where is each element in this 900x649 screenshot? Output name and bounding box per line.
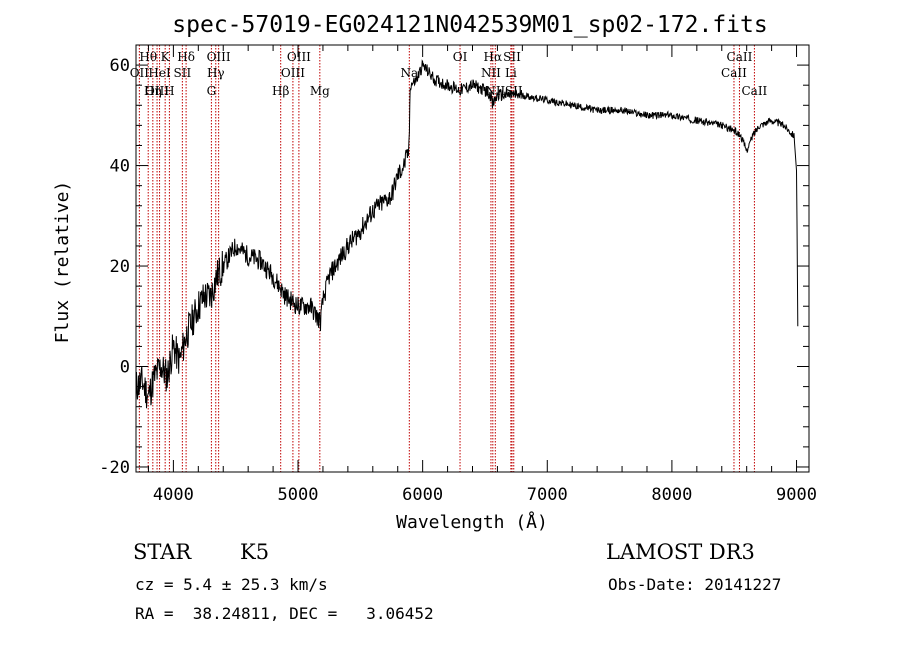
y-tick-label: -20 [99, 458, 130, 478]
spectral-line-label: Hδ [177, 50, 195, 64]
spectral-line-label: Mg [310, 84, 330, 98]
series-group [135, 59, 799, 409]
spectral-line-label: K [161, 50, 171, 64]
y-tick-label: 60 [110, 56, 130, 76]
spectral-line-label: OIII [145, 84, 169, 98]
spectral-line-label: OI [453, 50, 468, 64]
spectral-line-markers [138, 45, 755, 472]
spectral-line-label: CaII [721, 66, 747, 80]
x-tick-label: 7000 [527, 485, 568, 505]
x-tick-label: 6000 [402, 485, 443, 505]
spectral-line-label: Na [400, 66, 418, 80]
chart-title: spec-57019-EG024121N042539M01_sp02-172.f… [172, 12, 767, 38]
spectral-line-label: Hβ [272, 84, 289, 98]
series-line-flux [135, 59, 799, 409]
x-axis: 4000 5000 6000 7000 8000 9000 [147, 45, 817, 505]
y-axis-label: Flux (relative) [52, 181, 73, 344]
redshift-text: cz = 5.4 ± 25.3 km/s [135, 575, 328, 594]
y-tick-label: 40 [110, 157, 130, 177]
spectral-line-label: OII [130, 66, 150, 80]
x-tick-label: 9000 [776, 485, 817, 505]
spectral-line-label: CaII [727, 50, 753, 64]
x-axis-label: Wavelength (Å) [396, 511, 548, 533]
y-tick-label: 20 [110, 257, 130, 277]
spectral-line-label: Hη [144, 84, 162, 98]
spectral-line-label: Hθ [139, 50, 157, 64]
spectral-line-label: OIII [287, 50, 311, 64]
spectral-line-label: Li [505, 66, 517, 80]
survey-name: LAMOST DR3 [606, 540, 755, 564]
coordinates: RA = 38.24811, DEC = 3.06452 [135, 604, 434, 623]
x-tick-label: 8000 [651, 485, 692, 505]
y-axis: -20 0 20 40 60 [99, 44, 809, 478]
spectral-line-label: H [164, 84, 174, 98]
spectral-line-label: SII [503, 50, 521, 64]
spectral-line-label: OIII [207, 50, 231, 64]
spectral-line-label: Hα [484, 50, 503, 64]
spectral-line-label: CaII [741, 84, 767, 98]
plot-frame [135, 44, 810, 473]
spectral-line-label: Hγ [207, 66, 225, 80]
object-class: STAR [133, 540, 192, 564]
spectral-line-label: SII [174, 66, 192, 80]
object-subclass: K5 [240, 540, 270, 564]
spectral-line-label: HeI [148, 66, 171, 80]
y-tick-label: 0 [120, 358, 130, 378]
spectral-line-label: OIII [281, 66, 305, 80]
x-tick-label: 4000 [153, 485, 194, 505]
x-tick-label: 5000 [278, 485, 319, 505]
spectral-line-label: NII [481, 66, 501, 80]
spectral-line-label: G [207, 84, 217, 98]
obs-date: Obs-Date: 20141227 [608, 575, 782, 594]
spectrum-chart: spec-57019-EG024121N042539M01_sp02-172.f… [52, 12, 817, 533]
